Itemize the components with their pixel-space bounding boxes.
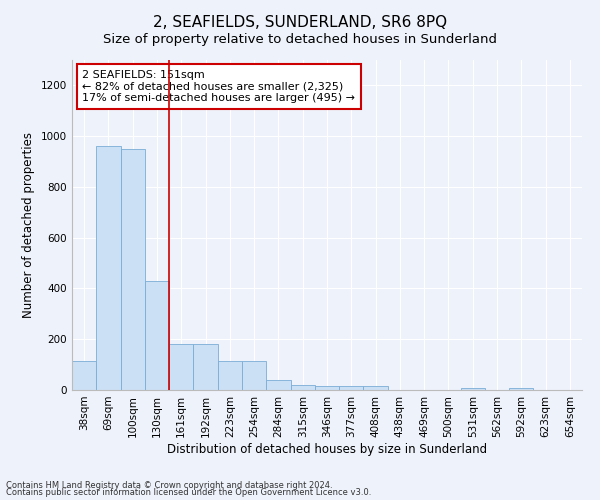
Bar [169,344,193,390]
Bar [242,361,266,390]
Bar [96,146,121,390]
Bar [193,344,218,390]
Bar [290,385,315,390]
Bar [72,361,96,390]
Text: 2, SEAFIELDS, SUNDERLAND, SR6 8PQ: 2, SEAFIELDS, SUNDERLAND, SR6 8PQ [153,15,447,30]
Text: 2 SEAFIELDS: 151sqm
← 82% of detached houses are smaller (2,325)
17% of semi-det: 2 SEAFIELDS: 151sqm ← 82% of detached ho… [82,70,355,103]
Bar [315,386,339,390]
Bar [339,386,364,390]
Text: Contains public sector information licensed under the Open Government Licence v3: Contains public sector information licen… [6,488,371,497]
Bar [266,380,290,390]
Bar [121,149,145,390]
Bar [461,388,485,390]
Bar [364,386,388,390]
Bar [509,388,533,390]
X-axis label: Distribution of detached houses by size in Sunderland: Distribution of detached houses by size … [167,442,487,456]
Y-axis label: Number of detached properties: Number of detached properties [22,132,35,318]
Bar [145,281,169,390]
Bar [218,361,242,390]
Text: Contains HM Land Registry data © Crown copyright and database right 2024.: Contains HM Land Registry data © Crown c… [6,480,332,490]
Text: Size of property relative to detached houses in Sunderland: Size of property relative to detached ho… [103,32,497,46]
